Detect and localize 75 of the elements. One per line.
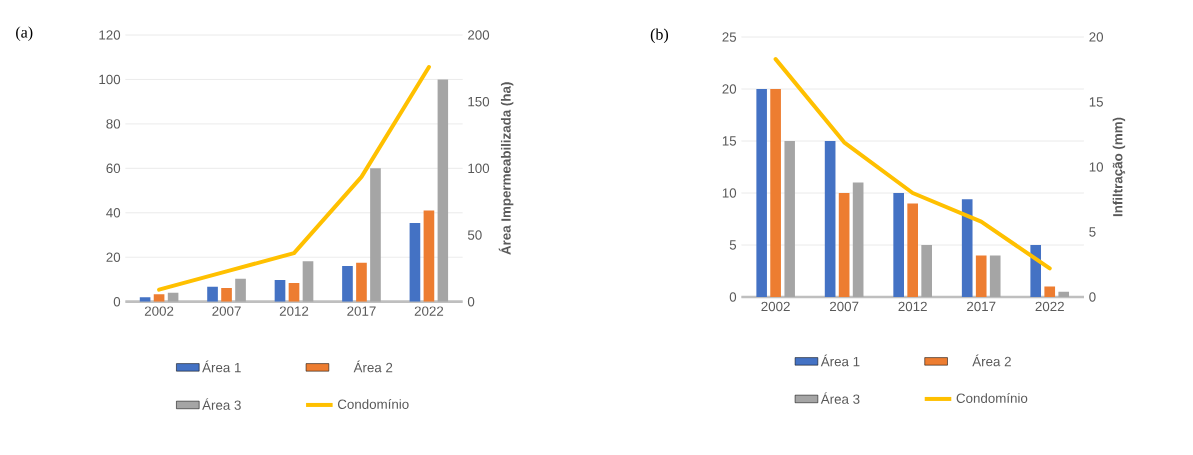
y-tick-label: 80: [106, 119, 121, 129]
bar: [961, 199, 973, 297]
x-tick-label: 2022: [414, 306, 444, 316]
chart-title: (a): [16, 26, 33, 41]
y2-tick-label: 50: [467, 230, 482, 240]
bar: [356, 262, 367, 302]
bar: [235, 278, 246, 302]
bar: [288, 283, 300, 302]
legend-label: Área 2: [972, 354, 1011, 367]
bar: [1058, 291, 1070, 297]
y2-tick-label: 0: [467, 296, 475, 307]
y-tick-label: 15: [722, 136, 737, 146]
y-tick-label: 10: [722, 188, 737, 198]
y-tick-label: 20: [722, 84, 737, 94]
y2-tick-label: 0: [1089, 292, 1096, 302]
x-tick-label: 2002: [761, 301, 790, 312]
x-tick-label: 2022: [1035, 301, 1064, 312]
line-series: [773, 57, 1052, 271]
y-tick-label: 40: [106, 208, 121, 218]
bar: [893, 193, 904, 297]
bar: [989, 255, 1001, 297]
bar: [770, 89, 781, 297]
x-tick-label: 2012: [279, 306, 309, 316]
bar: [1044, 286, 1056, 297]
y-tick-label: 120: [99, 30, 121, 40]
chart-title: (b): [650, 28, 669, 44]
bar: [838, 193, 850, 297]
legend-label: Área 3: [820, 392, 860, 404]
bar: [409, 223, 421, 302]
x-tick-label: 2017: [347, 306, 376, 316]
bar: [824, 141, 836, 297]
bar: [302, 261, 314, 302]
bar: [153, 294, 165, 302]
bar: [921, 245, 932, 297]
y-tick-label: 0: [729, 292, 737, 302]
y2-tick-label: 200: [468, 30, 490, 40]
x-tick-label: 2002: [144, 306, 174, 316]
x-tick-label: 2017: [967, 301, 996, 312]
bar: [221, 288, 232, 302]
line-series: [157, 65, 431, 292]
bar: [342, 266, 353, 302]
bar: [975, 255, 987, 297]
x-tick-label: 2007: [212, 306, 241, 316]
legend-label: Área 1: [202, 360, 241, 373]
y2-tick-label: 15: [1089, 97, 1103, 107]
x-tick-label: 2012: [898, 301, 927, 312]
legend-label: Área 1: [820, 354, 860, 367]
bar: [274, 280, 286, 302]
y2-tick-label: 5: [1089, 227, 1096, 237]
y-tick-label: 60: [106, 163, 121, 174]
legend-label: Condomínio: [337, 399, 409, 409]
y-tick-label: 5: [729, 240, 737, 250]
legend-label: Área 2: [353, 360, 393, 373]
y-tick-label: 20: [106, 252, 121, 262]
bar: [1030, 245, 1042, 297]
bar: [437, 79, 449, 302]
y2-tick-label: 10: [1089, 162, 1104, 172]
y-tick-label: 25: [722, 32, 737, 42]
y2-axis-title: Infiltração (mm): [1112, 117, 1126, 217]
legend-label: Condomínio: [956, 393, 1028, 403]
bar: [907, 203, 918, 297]
y2-tick-label: 100: [468, 163, 490, 174]
x-tick-label: 2007: [829, 301, 859, 312]
y2-tick-label: 20: [1089, 32, 1104, 42]
y-tick-label: 0: [113, 296, 121, 307]
bar: [756, 89, 767, 297]
bar: [370, 168, 381, 302]
y-tick-label: 100: [99, 74, 121, 85]
legend-label: Área 3: [202, 398, 241, 410]
y2-tick-label: 150: [468, 96, 490, 107]
y2-axis-title: Área Impermeabilizada (ha): [498, 82, 514, 255]
bar: [207, 286, 218, 302]
bar: [423, 210, 435, 302]
bar: [784, 141, 795, 297]
bar: [852, 182, 864, 297]
